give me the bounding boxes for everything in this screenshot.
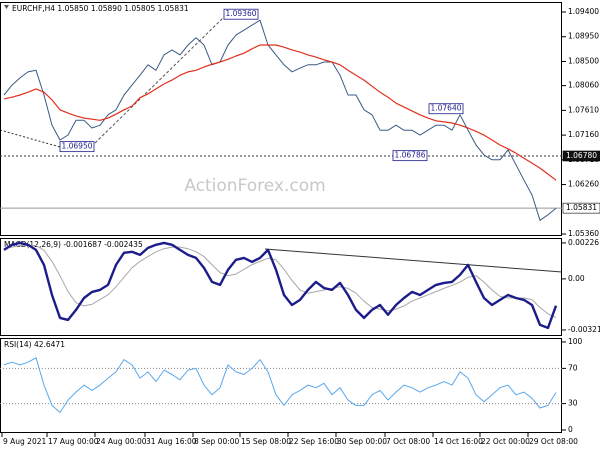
price-box [562,150,600,162]
y-tick-label: 100 [568,337,583,346]
x-tick-label: 22 Sep 16:00 [289,437,339,446]
y-tick-label: 1.08950 [568,32,599,41]
y-tick-label: 0.00226 [568,238,599,247]
panel-title: RSI(14) 42.6471 [4,340,65,349]
series-line [3,357,557,413]
watermark: ActionForex.com [184,176,325,196]
y-tick-label: 1.05360 [568,229,599,238]
panel-frame [0,338,562,433]
trend-line [264,248,563,273]
x-tick-label: 31 Aug 16:00 [146,437,197,446]
x-tick-label: 17 Aug 00:00 [48,437,99,446]
x-tick-label: 8 Sep 00:00 [194,437,240,446]
y-tick-label: 1.08500 [568,56,599,65]
x-tick-label: 9 Aug 2021 [3,437,46,446]
x-tick-label: 29 Oct 08:00 [529,437,578,446]
x-tick-label: 30 Sep 00:00 [337,437,387,446]
trend-line [0,129,61,148]
annotation-box [428,103,464,115]
x-tick-label: 22 Oct 00:00 [481,437,530,446]
x-tick-label: 7 Oct 08:00 [386,437,430,446]
series-line [3,19,557,221]
price-box-label: 1.06780 [566,151,597,160]
y-tick-label: 0 [568,425,573,434]
series-line [3,245,557,319]
panel-frame [0,238,562,336]
annotation-box [223,8,259,20]
series-line [3,44,557,181]
y-tick-label: 1.07610 [568,105,599,114]
y-tick-label: 1.09400 [568,7,599,16]
x-tick-label: 24 Aug 00:00 [96,437,147,446]
price-box-label: 1.05831 [566,203,597,212]
panel-title: MACD(12,26,9) -0.001687 -0.002435 [4,240,143,249]
trend-line [94,15,226,144]
panel-frame [0,2,562,236]
annotation-box [392,150,428,162]
price-box [562,202,600,214]
symbol-icon [4,5,9,9]
y-tick-label: 1.06260 [568,180,599,189]
annotation-label: 1.06786 [394,151,425,160]
annotation-label: 1.07640 [430,104,461,113]
annotation-label: 1.09360 [225,9,256,18]
x-tick-label: 15 Sep 08:00 [241,437,291,446]
annotation-label: 1.06950 [61,142,92,151]
y-tick-label: 0.00 [568,274,585,283]
y-tick-label: -0.003211 [568,325,600,334]
y-tick-label: 70 [568,363,578,372]
annotation-box [59,141,95,153]
y-tick-label: 1.07160 [568,130,599,139]
panel-title: EURCHF,H4 1.05850 1.05890 1.05805 1.0583… [12,4,189,13]
x-tick-label: 14 Oct 16:00 [434,437,483,446]
series-line [3,241,558,330]
y-tick-label: 30 [568,399,578,408]
y-tick-label: 1.08060 [568,81,599,90]
